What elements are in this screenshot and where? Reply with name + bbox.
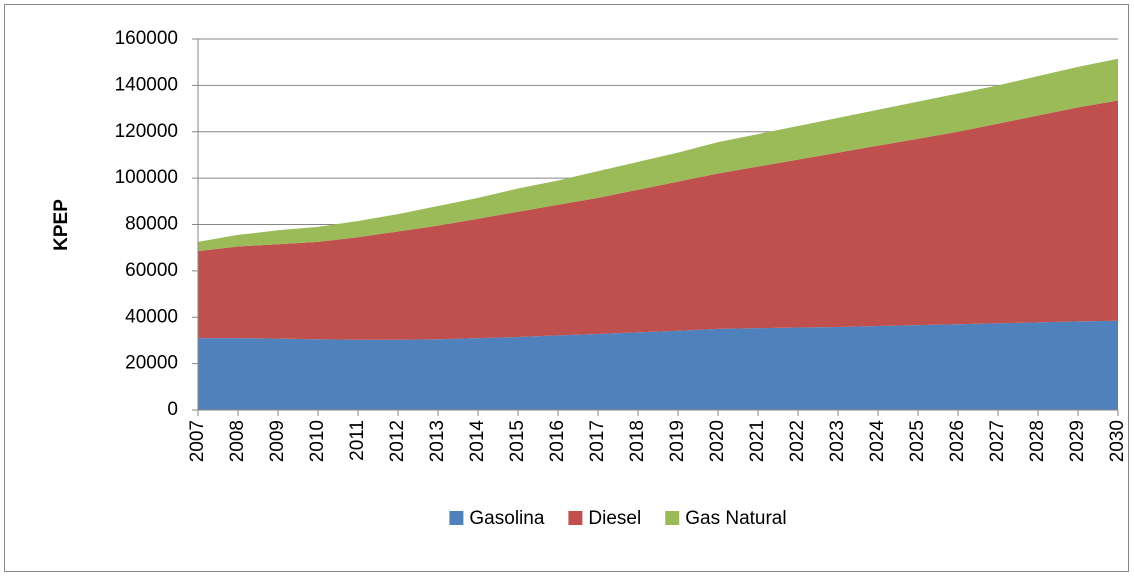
- legend-swatch: [568, 511, 583, 525]
- x-tick-label: 2016: [547, 420, 568, 462]
- x-tick-label: 2010: [307, 420, 328, 462]
- y-tick-label: 40000: [125, 306, 178, 327]
- x-tick-label: 2012: [387, 420, 408, 462]
- x-tick-label: 2024: [867, 420, 888, 463]
- y-tick-label: 0: [167, 399, 178, 420]
- x-tick-label: 2007: [187, 420, 208, 462]
- x-tick-label: 2019: [667, 420, 688, 462]
- legend-label: Gasolina: [469, 508, 544, 529]
- y-tick-label: 140000: [115, 74, 178, 95]
- x-tick-label: 2014: [467, 420, 488, 463]
- area: [198, 320, 1118, 410]
- y-tick-label: 60000: [125, 260, 178, 281]
- x-tick-label: 2017: [587, 420, 608, 462]
- area: [198, 100, 1118, 340]
- x-tick-label: 2023: [827, 420, 848, 462]
- x-tick-label: 2025: [907, 420, 928, 462]
- area: [198, 58, 1118, 252]
- x-tick-label: 2026: [947, 420, 968, 462]
- legend-label: Gas Natural: [685, 508, 786, 529]
- legend-swatch: [449, 511, 464, 525]
- y-tick-label: 80000: [125, 214, 178, 235]
- legend-swatch: [665, 511, 680, 525]
- x-tick-label: 2028: [1027, 420, 1048, 462]
- y-tick-label: 160000: [115, 28, 178, 49]
- x-tick-label: 2013: [427, 420, 448, 462]
- x-tick-label: 2020: [707, 420, 728, 462]
- x-tick-label: 2021: [747, 420, 768, 462]
- legend: Gasolina Diesel Gas Natural: [449, 508, 787, 529]
- x-tick-label: 2030: [1107, 420, 1128, 462]
- x-tick-label: 2015: [507, 420, 528, 462]
- x-tick-label: 2011: [347, 420, 368, 461]
- x-tick-label: 2022: [787, 420, 808, 462]
- y-tick-label: 120000: [115, 121, 178, 142]
- legend-label: Diesel: [588, 508, 641, 529]
- areas: [198, 58, 1118, 410]
- x-tick-label: 2018: [627, 420, 648, 462]
- x-tick-label: 2009: [267, 420, 288, 462]
- x-tick-label: 2029: [1067, 420, 1088, 462]
- x-tick-label: 2027: [987, 420, 1008, 462]
- y-tick-label: 100000: [115, 167, 178, 188]
- x-tick-label: 2008: [227, 420, 248, 462]
- y-axis-label: KPEP: [51, 199, 72, 251]
- y-tick-label: 20000: [125, 353, 178, 374]
